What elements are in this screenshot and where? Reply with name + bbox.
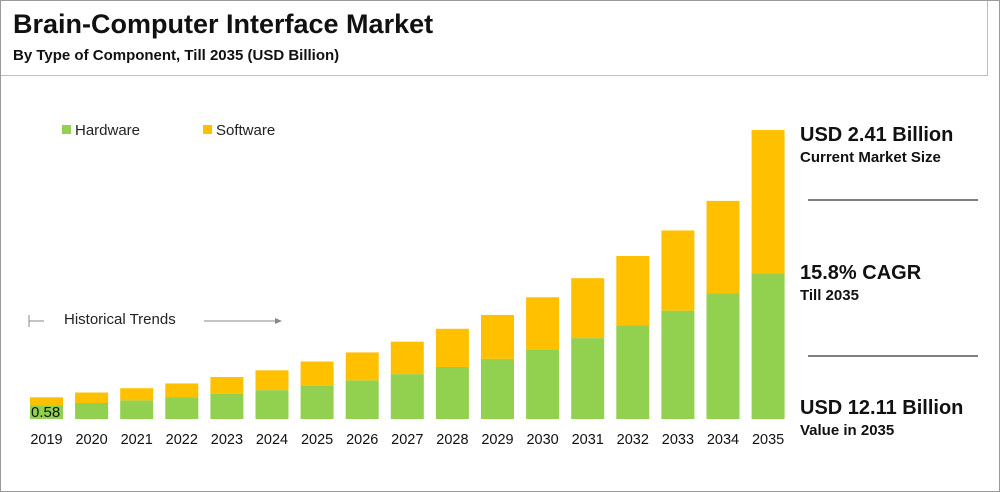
bar-hardware-2025: [300, 385, 334, 419]
x-tick-label-2030: 2030: [526, 432, 558, 448]
bar-software-2030: [526, 297, 560, 350]
bar-hardware-2029: [481, 358, 514, 419]
callout-divider-2: [808, 355, 978, 357]
bar-hardware-2028: [435, 366, 469, 419]
x-tick-label-2028: 2028: [436, 432, 468, 448]
x-tick-label-2019: 2019: [30, 432, 62, 448]
x-axis-labels: 2019 2020 2021 2022 2023 2024 2025 2026 2027 2028…: [30, 432, 784, 448]
chart-header: Brain-Computer Interface Market By Type …: [1, 1, 988, 76]
historical-trends-annotation: Historical Trends: [28, 310, 288, 332]
bar-software-2028: [435, 328, 469, 367]
legend-item-software: Software: [203, 122, 275, 139]
bar-software-2025: [300, 361, 334, 386]
bar-hardware-2030: [526, 349, 560, 419]
legend-label-hardware: Hardware: [75, 122, 141, 139]
legend-swatch-software: [203, 125, 212, 134]
bar-hardware-2019: [30, 405, 63, 419]
bar-software-2021: [120, 388, 154, 401]
legend-swatch-hardware: [62, 125, 71, 134]
x-tick-label-2033: 2033: [662, 432, 694, 448]
bar-hardware-2032: [616, 325, 650, 419]
cagr-callout: 15.8% CAGR Till 2035: [800, 262, 921, 304]
current-market-value: USD 2.41 Billion: [800, 124, 954, 146]
legend-label-software: Software: [216, 122, 276, 139]
x-tick-label-2035: 2035: [752, 432, 784, 448]
future-value: USD 12.11 Billion: [800, 397, 964, 419]
data-labels: 0.58: [31, 404, 60, 421]
bar-hardware-2034: [706, 293, 740, 419]
future-value-callout: USD 12.11 Billion Value in 2035: [800, 397, 963, 439]
future-value-caption: Value in 2035: [800, 422, 895, 439]
chart-subtitle: By Type of Component, Till 2035 (USD Bil…: [13, 47, 340, 64]
x-tick-label-2032: 2032: [617, 432, 649, 448]
x-tick-label-2029: 2029: [481, 432, 513, 448]
x-tick-label-2022: 2022: [166, 432, 198, 448]
callout-divider-1: [808, 199, 978, 201]
current-market-caption: Current Market Size: [800, 149, 941, 166]
bar-software-2020: [75, 392, 109, 404]
legend-item-hardware: Hardware: [62, 122, 140, 139]
historical-trends-label: Historical Trends: [64, 311, 176, 328]
bar-software-2024: [255, 370, 289, 391]
x-tick-label-2023: 2023: [211, 432, 243, 448]
historical-trends-arrow: [28, 315, 282, 327]
bar-hardware-2035: [751, 273, 785, 419]
bar-software-2022: [165, 383, 199, 398]
x-tick-label-2025: 2025: [301, 432, 333, 448]
bar-hardware-2022: [165, 397, 199, 419]
bar-hardware-2031: [571, 338, 605, 419]
x-tick-label-2034: 2034: [707, 432, 739, 448]
bar-software-2035: [751, 130, 785, 274]
current-market-callout: USD 2.41 Billion Current Market Size: [800, 124, 953, 166]
bar-software-2031: [571, 278, 605, 339]
bar-hardware-2027: [390, 374, 424, 419]
bar-software-2023: [210, 376, 244, 394]
x-tick-label-2021: 2021: [121, 432, 153, 448]
cagr-value: 15.8% CAGR: [800, 262, 922, 284]
x-tick-label-2024: 2024: [256, 432, 288, 448]
data-label-2019: 0.58: [31, 404, 60, 421]
bar-hardware-2024: [255, 390, 289, 419]
bar-hardware-2021: [120, 400, 154, 419]
bar-software-2029: [481, 314, 514, 359]
bar-software-2027: [390, 341, 424, 375]
bar-hardware-2023: [210, 393, 244, 419]
bar-software-2034: [706, 200, 740, 294]
x-tick-label-2020: 2020: [75, 432, 107, 448]
x-tick-label-2031: 2031: [572, 432, 604, 448]
bar-software-2026: [345, 352, 379, 381]
x-tick-label-2027: 2027: [391, 432, 423, 448]
bar-software-2032: [616, 256, 650, 326]
bar-software-2033: [661, 230, 695, 311]
bar-hardware-2033: [661, 310, 695, 419]
bar-software-2019: [30, 397, 63, 406]
chart-title: Brain-Computer Interface Market: [13, 9, 434, 39]
x-tick-label-2026: 2026: [346, 432, 378, 448]
cagr-caption: Till 2035: [800, 287, 859, 304]
bar-hardware-2026: [345, 380, 379, 419]
bars-group: [30, 130, 785, 419]
bar-hardware-2020: [75, 403, 109, 419]
